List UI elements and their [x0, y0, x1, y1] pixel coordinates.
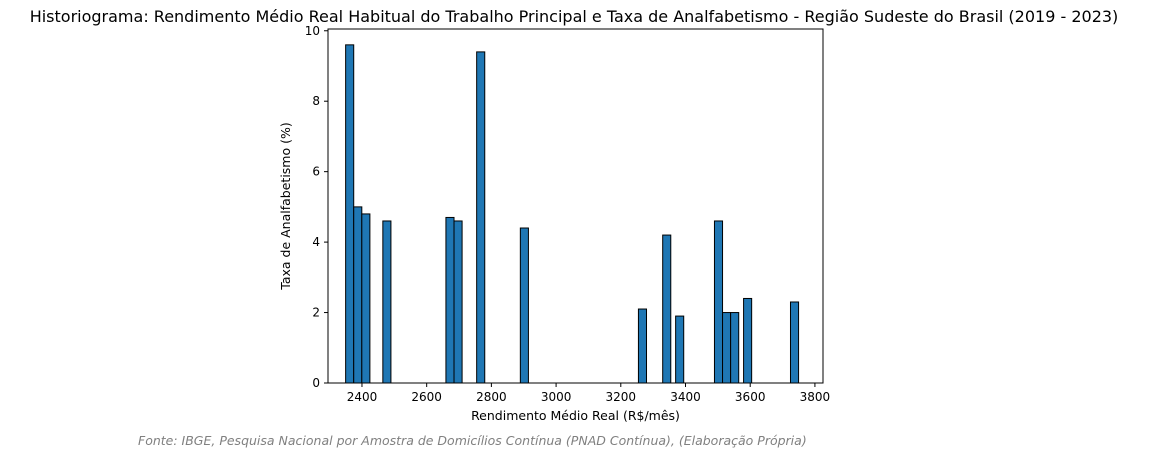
x-tick-label: 3200: [606, 390, 637, 404]
y-tick-label: 8: [312, 94, 320, 108]
y-axis-label: Taxa de Analfabetismo (%): [278, 122, 293, 290]
axes-frame: [327, 28, 824, 384]
x-tick-label: 2400: [347, 390, 378, 404]
histogram-bar-4: [445, 216, 455, 384]
histogram-bar-10: [675, 315, 685, 384]
x-tick-label: 3000: [541, 390, 572, 404]
x-axis-ticks: 2400 2600 2800 3000 3200 3400 3600 3800: [347, 383, 830, 404]
x-tick-label: 2600: [411, 390, 442, 404]
y-tick-label: 0: [312, 376, 320, 390]
histogram-bar-2: [361, 213, 371, 384]
histogram-bar-1: [353, 206, 363, 384]
histogram-bar-7: [519, 227, 529, 384]
x-tick-label: 3600: [735, 390, 766, 404]
x-axis-label: Rendimento Médio Real (R$/mês): [471, 408, 680, 423]
histogram-bar-0: [345, 44, 355, 384]
histogram-bar-15: [789, 301, 800, 384]
histogram-bar-12: [722, 312, 732, 384]
y-tick-label: 2: [312, 306, 320, 320]
y-tick-label: 6: [312, 165, 320, 179]
histogram-bar-8: [637, 308, 648, 384]
y-tick-label: 4: [312, 235, 320, 249]
source-caption: Fonte: IBGE, Pesquisa Nacional por Amost…: [138, 433, 807, 448]
bars-group: [345, 44, 800, 384]
x-tick-label: 3800: [800, 390, 831, 404]
histogram-bar-3: [382, 220, 392, 384]
y-tick-label: 10: [305, 24, 320, 38]
y-axis-ticks: 0 2 4 6 8 10: [305, 24, 328, 390]
chart-title: Historiograma: Rendimento Médio Real Hab…: [30, 7, 1119, 26]
histogram-bar-14: [743, 297, 753, 384]
histogram-bar-5: [453, 220, 463, 384]
x-tick-label: 2800: [476, 390, 507, 404]
histogram-bar-13: [730, 312, 740, 384]
x-tick-label: 3400: [670, 390, 701, 404]
histogram-bar-9: [662, 234, 672, 384]
histogram-bar-6: [476, 51, 486, 384]
histogram-bar-11: [713, 220, 724, 384]
